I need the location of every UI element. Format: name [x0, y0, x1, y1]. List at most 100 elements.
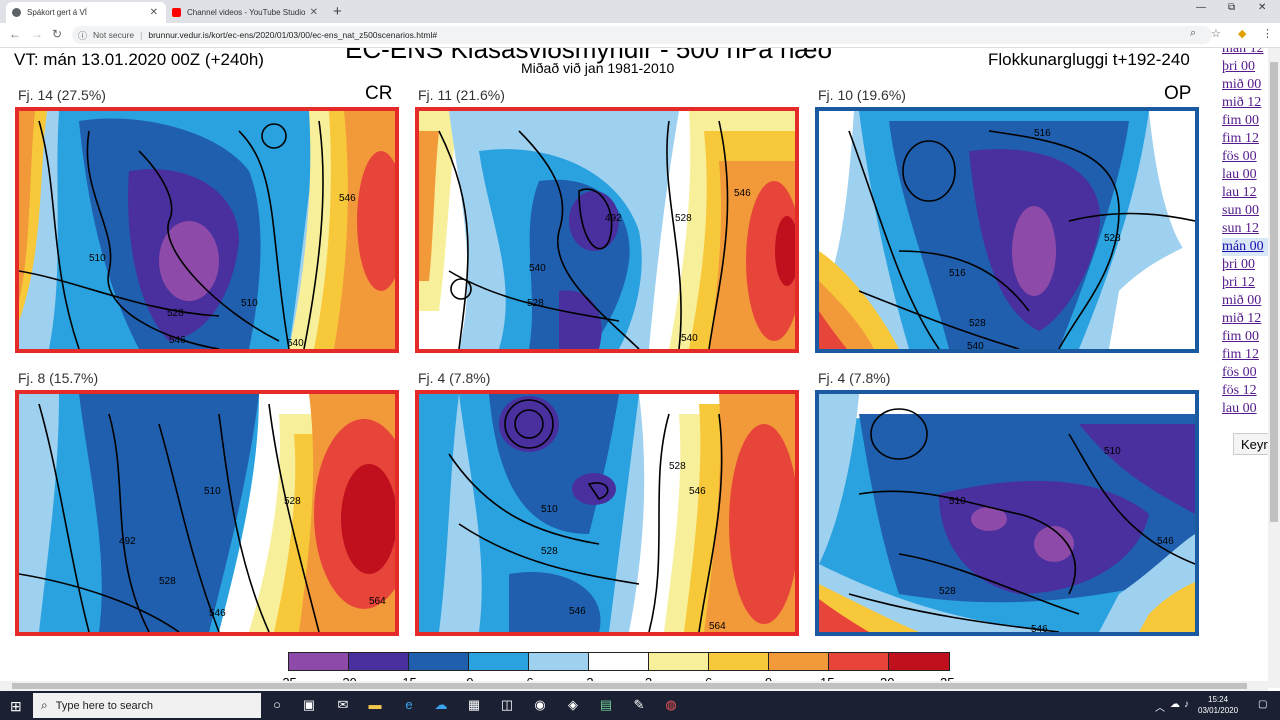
info-icon[interactable]: ⓘ — [78, 30, 88, 41]
svg-text:564: 564 — [369, 596, 386, 607]
windows-start-icon[interactable]: ⊞ — [10, 698, 22, 714]
svg-text:528: 528 — [1104, 233, 1121, 244]
cloud-icon[interactable]: ☁ — [1170, 699, 1180, 710]
cortana-icon[interactable]: ○ — [273, 697, 281, 712]
new-tab-button[interactable]: + — [333, 3, 342, 20]
app-icon[interactable]: ◉ — [534, 697, 546, 712]
close-tab-icon[interactable]: ✕ — [149, 7, 158, 18]
task-view-icon[interactable]: ▣ — [302, 697, 316, 712]
time-link[interactable]: fim 00 — [1222, 329, 1259, 344]
scroll-thumb[interactable] — [12, 683, 1247, 689]
taskbar-search[interactable]: ⌕ Type here to search — [33, 693, 261, 718]
time-link[interactable]: mið 12 — [1222, 311, 1262, 326]
folder-icon[interactable]: ▬ — [368, 697, 382, 712]
anomaly-map-5: 510 528 546 528 546 564 — [415, 390, 799, 636]
legend-swatch — [709, 653, 769, 670]
panel-label: Fj. 8 (15.7%) — [18, 370, 99, 386]
forward-button[interactable]: → — [31, 27, 43, 41]
time-link-current[interactable]: mán 00 — [1222, 238, 1272, 256]
close-tab-icon[interactable]: ✕ — [309, 7, 318, 18]
time-link[interactable]: fim 00 — [1222, 113, 1259, 128]
onedrive-icon[interactable]: ☁ — [434, 697, 448, 712]
tray-expand-icon[interactable]: ︿ — [1155, 703, 1165, 714]
svg-text:528: 528 — [167, 308, 184, 319]
youtube-icon — [172, 8, 181, 17]
horizontal-scrollbar[interactable] — [0, 681, 1268, 691]
browser-tab-youtube[interactable]: Channel videos - YouTube Studio ✕ — [166, 2, 326, 23]
notification-icon[interactable]: ▢ — [1258, 699, 1268, 710]
address-bar: ← → ↻ ⓘ Not secure | brunnur.vedur.is/ko… — [0, 23, 1280, 48]
maximize-button[interactable]: ⧉ — [1228, 2, 1236, 13]
time-link[interactable]: fös 00 — [1222, 149, 1257, 164]
svg-text:528: 528 — [939, 586, 956, 597]
legend-swatch — [769, 653, 829, 670]
svg-text:510: 510 — [949, 496, 966, 507]
mail-icon[interactable]: ✉ — [337, 697, 349, 712]
svg-text:546: 546 — [339, 193, 356, 204]
svg-text:546: 546 — [169, 335, 186, 346]
zoom-icon[interactable]: ⌕ — [1190, 27, 1197, 39]
panel-tag: OP — [1164, 83, 1192, 104]
system-clock[interactable]: 15:24 03/01/2020 — [1198, 694, 1238, 716]
volume-icon[interactable]: ♪ — [1184, 699, 1189, 710]
time-link[interactable]: lau 12 — [1222, 185, 1257, 200]
anomaly-map-3: 516 528 528 540 516 — [815, 107, 1199, 353]
time-link[interactable]: fös 12 — [1222, 383, 1257, 398]
star-icon[interactable]: ☆ — [1211, 28, 1221, 40]
time-link[interactable]: sun 00 — [1222, 203, 1259, 218]
menu-icon[interactable]: ⋮ — [1262, 28, 1273, 40]
calendar-icon[interactable]: ▦ — [467, 697, 481, 712]
time-link[interactable]: þri 00 — [1222, 59, 1256, 74]
browser-tab-active[interactable]: Spákort gert á VÍ ✕ — [6, 2, 166, 23]
time-link[interactable]: sun 12 — [1222, 221, 1259, 236]
svg-text:546: 546 — [569, 606, 586, 617]
chrome-icon[interactable]: ◍ — [665, 697, 677, 712]
time-link[interactable]: lau 00 — [1222, 401, 1257, 416]
globe-icon — [12, 8, 21, 17]
app-icon[interactable]: ◈ — [568, 697, 578, 712]
legend-swatch — [889, 653, 949, 670]
svg-text:540: 540 — [681, 333, 698, 344]
svg-text:492: 492 — [119, 536, 136, 547]
app-icon[interactable]: ✎ — [633, 697, 645, 712]
svg-text:510: 510 — [541, 504, 558, 515]
vertical-scrollbar[interactable] — [1268, 48, 1280, 688]
minimize-button[interactable]: — — [1196, 2, 1206, 13]
svg-text:546: 546 — [209, 608, 226, 619]
time-link[interactable]: mið 12 — [1222, 95, 1262, 110]
time-link[interactable]: fim 12 — [1222, 131, 1259, 146]
scroll-thumb[interactable] — [1270, 62, 1278, 522]
tab-title: Channel videos - YouTube Studio — [187, 8, 306, 17]
legend-swatch — [409, 653, 469, 670]
panel-label: Fj. 14 (27.5%) — [18, 87, 106, 103]
app-icon[interactable]: ▤ — [599, 697, 613, 712]
time-link[interactable]: fös 00 — [1222, 365, 1257, 380]
time-link[interactable]: þri 00 — [1222, 257, 1256, 272]
svg-text:510: 510 — [241, 298, 258, 309]
time-link[interactable]: fim 12 — [1222, 347, 1259, 362]
svg-text:546: 546 — [734, 188, 751, 199]
extension-icon[interactable]: ◆ — [1238, 28, 1247, 40]
reload-button[interactable]: ↻ — [52, 27, 63, 41]
svg-text:510: 510 — [89, 253, 106, 264]
legend-swatch — [529, 653, 589, 670]
edge-icon[interactable]: e — [405, 697, 413, 712]
time-link[interactable]: lau 00 — [1222, 167, 1257, 182]
url-input[interactable]: ⓘ Not secure | brunnur.vedur.is/kort/ec-… — [72, 26, 1212, 44]
legend-swatch — [289, 653, 349, 670]
time-link[interactable]: mán 12 — [1222, 48, 1264, 56]
svg-text:528: 528 — [669, 461, 686, 472]
valid-time: VT: mán 13.01.2020 00Z (+240h) — [14, 50, 264, 69]
time-link[interactable]: mið 00 — [1222, 77, 1262, 92]
page-subtitle: Miðað við jan 1981-2010 — [521, 60, 675, 76]
time-link[interactable]: mið 00 — [1222, 293, 1262, 308]
time-link[interactable]: þri 12 — [1222, 275, 1256, 290]
legend-swatch — [589, 653, 649, 670]
legend-swatch — [649, 653, 709, 670]
back-button[interactable]: ← — [9, 27, 21, 41]
store-icon[interactable]: ◫ — [500, 697, 514, 712]
svg-text:492: 492 — [605, 213, 622, 224]
close-window-button[interactable]: ✕ — [1258, 2, 1267, 13]
svg-text:528: 528 — [541, 546, 558, 557]
run-button[interactable]: Keyr — [1233, 433, 1273, 455]
